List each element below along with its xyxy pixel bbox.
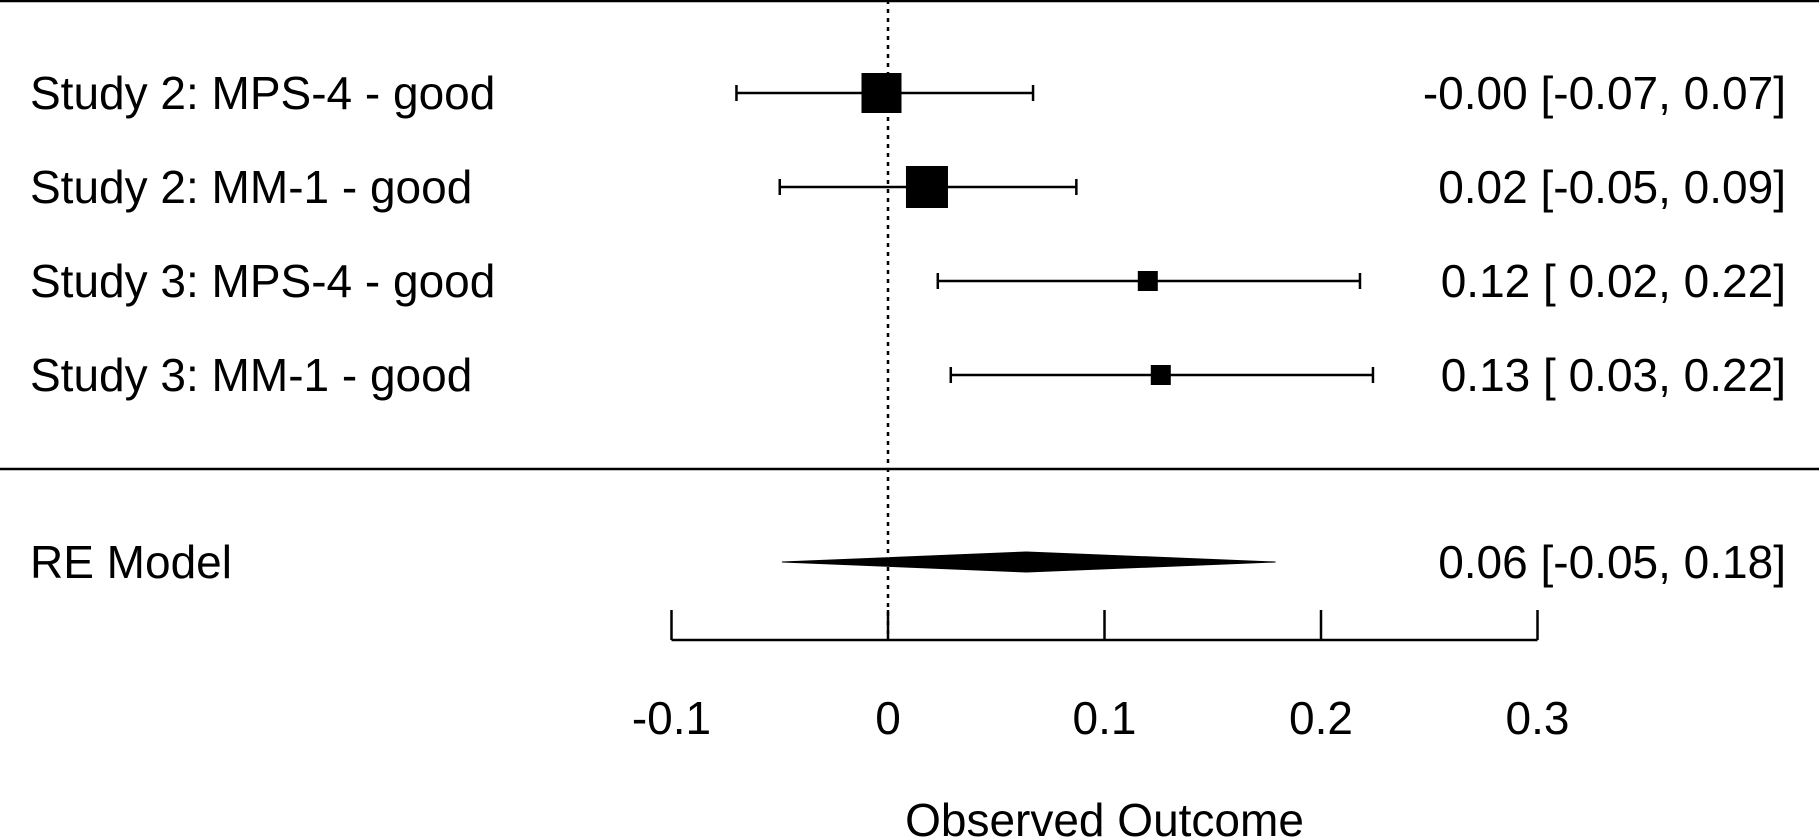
estimate-marker xyxy=(1137,271,1158,291)
x-tick-label: 0.2 xyxy=(1289,692,1353,744)
x-tick-label: -0.1 xyxy=(632,692,711,744)
estimate-ci-text: 0.02 [-0.05, 0.09] xyxy=(1438,161,1786,213)
study-row: Study 3: MM-1 - good 0.13 [ 0.03, 0.22] xyxy=(30,349,1786,401)
x-tick-label: 0.1 xyxy=(1073,692,1137,744)
estimate-ci-text: 0.13 [ 0.03, 0.22] xyxy=(1441,349,1786,401)
summary-row: RE Model 0.06 [-0.05, 0.18] xyxy=(30,536,1786,588)
study-row: Study 3: MPS-4 - good 0.12 [ 0.02, 0.22] xyxy=(30,255,1786,307)
x-axis-label: Observed Outcome xyxy=(905,794,1304,840)
study-rows: Study 2: MPS-4 - good -0.00 [-0.07, 0.07]… xyxy=(30,67,1786,401)
summary-label: RE Model xyxy=(30,536,232,588)
study-row: Study 2: MPS-4 - good -0.00 [-0.07, 0.07] xyxy=(30,67,1786,119)
estimate-ci-text: -0.00 [-0.07, 0.07] xyxy=(1423,67,1786,119)
estimate-marker xyxy=(1150,365,1171,385)
study-label: Study 3: MM-1 - good xyxy=(30,349,472,401)
estimate-marker xyxy=(905,166,948,208)
x-tick-label: 0.3 xyxy=(1506,692,1570,744)
study-row: Study 2: MM-1 - good 0.02 [-0.05, 0.09] xyxy=(30,161,1786,213)
x-axis: -0.1 0 0.1 0.2 0.3 xyxy=(632,610,1570,744)
study-label: Study 2: MM-1 - good xyxy=(30,161,472,213)
estimate-marker xyxy=(861,73,902,113)
estimate-ci-text: 0.12 [ 0.02, 0.22] xyxy=(1441,255,1786,307)
study-label: Study 2: MPS-4 - good xyxy=(30,67,495,119)
x-tick-label: 0 xyxy=(875,692,901,744)
summary-diamond xyxy=(781,551,1276,573)
summary-estimate-ci-text: 0.06 [-0.05, 0.18] xyxy=(1438,536,1786,588)
study-label: Study 3: MPS-4 - good xyxy=(30,255,495,307)
